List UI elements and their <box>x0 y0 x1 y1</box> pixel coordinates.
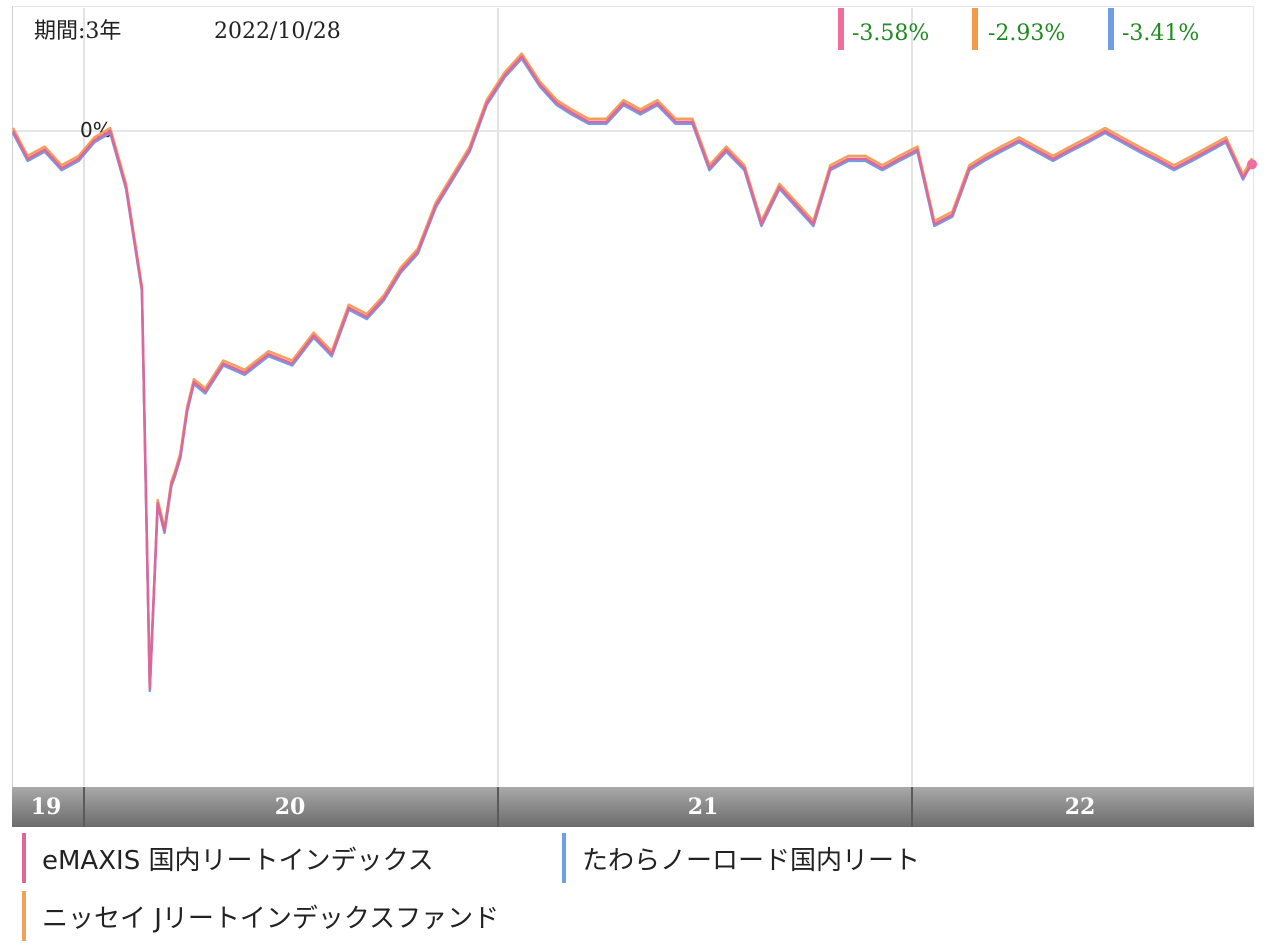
year-label-19: 19 <box>31 794 62 820</box>
series-group <box>11 52 1257 693</box>
year-label-20: 20 <box>275 794 306 820</box>
legend-label: eMAXIS 国内リートインデックス <box>42 845 434 876</box>
legend-label: ニッセイ Jリートインデックスファンド <box>42 903 500 934</box>
series-line-2 <box>11 52 1254 688</box>
legend-item-tawara[interactable]: たわらノーロード国内リート <box>562 832 920 884</box>
return-value-2: -2.93% <box>988 21 1065 46</box>
legend-item-nissay[interactable]: ニッセイ Jリートインデックスファンド <box>22 890 499 942</box>
year-label-22: 22 <box>1065 794 1096 820</box>
return-swatch-2 <box>972 8 978 50</box>
return-value-1: -3.58% <box>852 21 929 46</box>
return-swatch-3 <box>1108 8 1114 50</box>
date-label: 2022/10/28 <box>214 19 341 44</box>
year-axis-bar <box>12 787 1254 827</box>
legend-swatch <box>22 833 26 883</box>
return-value-3: -3.41% <box>1122 21 1199 46</box>
legend-label: たわらノーロード国内リート <box>582 845 921 876</box>
period-label: 期間:3年 <box>34 19 121 44</box>
series-end-marker <box>1247 159 1257 170</box>
series-line-3 <box>11 57 1254 693</box>
legend-swatch <box>22 891 26 941</box>
return-swatch-1 <box>838 8 844 50</box>
legend-swatch <box>562 833 566 883</box>
chart-frame <box>12 6 1254 827</box>
series-line-1 <box>11 55 1254 691</box>
year-label-21: 21 <box>688 794 719 820</box>
legend-item-emaxis[interactable]: eMAXIS 国内リートインデックス <box>22 832 434 884</box>
